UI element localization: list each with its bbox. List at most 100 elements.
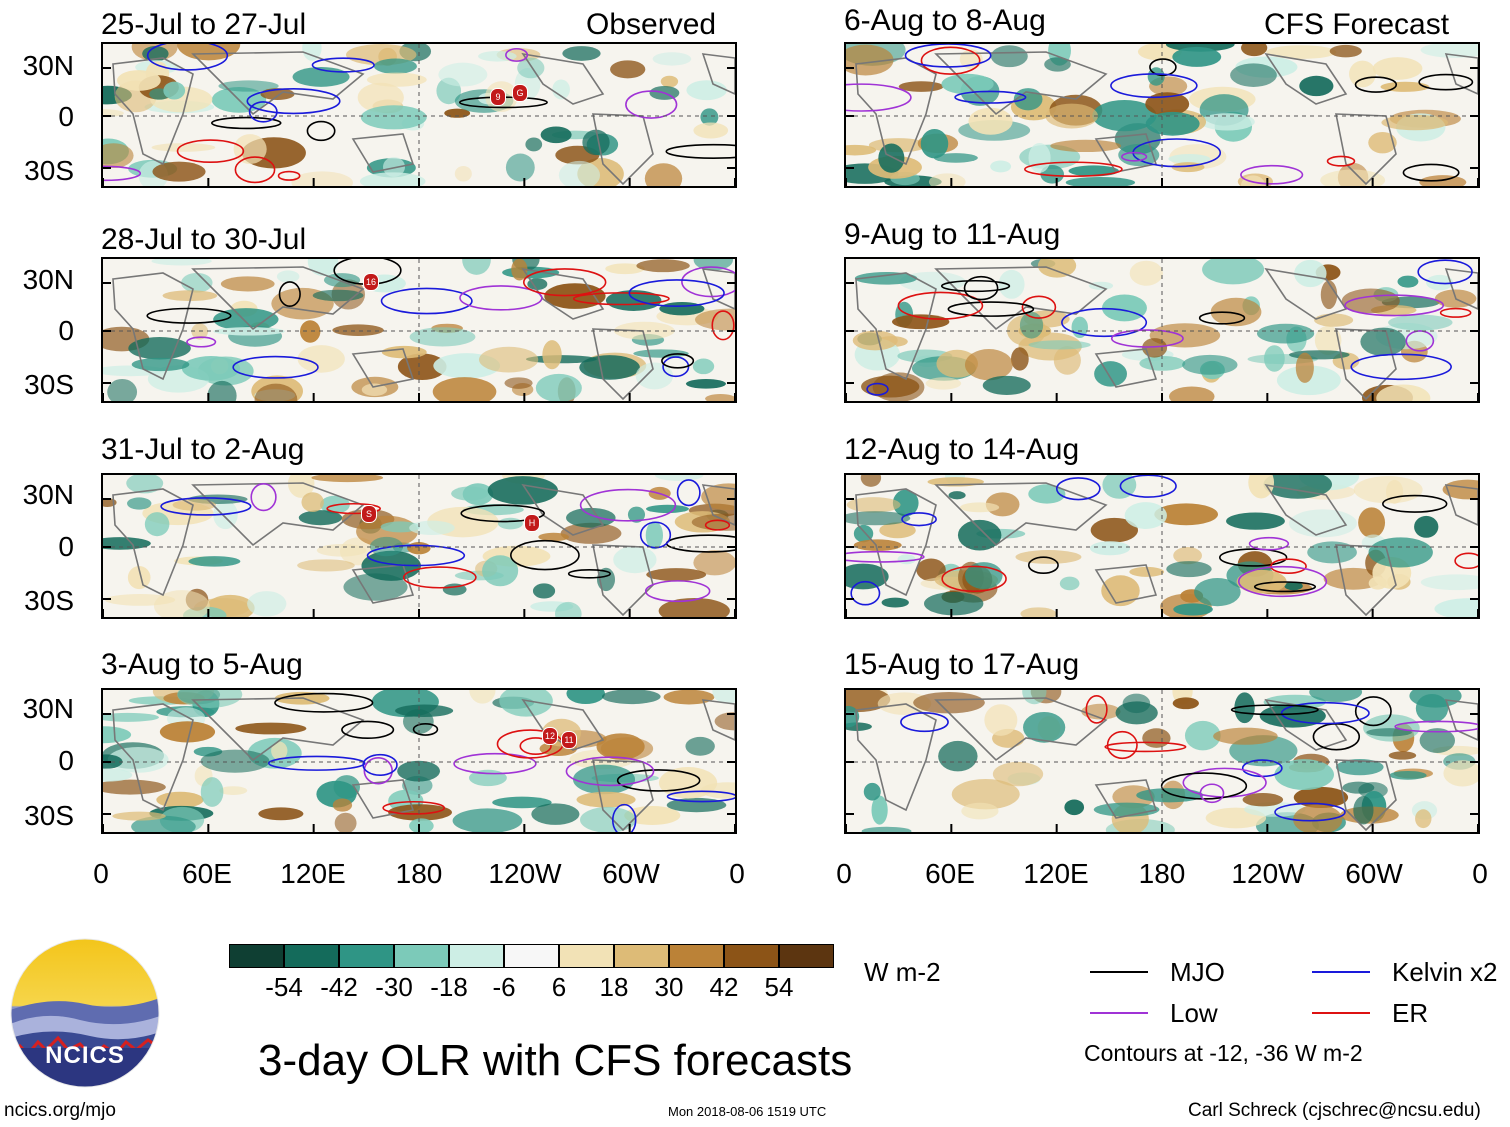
wave-contour <box>850 580 881 606</box>
legend-line-low <box>1090 1012 1148 1014</box>
wave-contour <box>1198 311 1246 325</box>
olr-anomaly-blob <box>860 475 882 487</box>
olr-anomaly-blob <box>525 137 543 152</box>
olr-anomaly-blob <box>504 377 533 389</box>
olr-anomaly-blob <box>103 768 133 782</box>
olr-anomaly-blob <box>482 555 519 587</box>
olr-anomaly-blob <box>913 691 985 714</box>
wave-contour <box>904 44 992 68</box>
olr-anomaly-blob <box>1368 537 1433 568</box>
olr-anomaly-blob <box>705 393 735 401</box>
panel-title-left-2: 28-Jul to 30-Jul <box>101 223 307 256</box>
olr-anomaly-blob <box>878 143 905 173</box>
olr-anomaly-blob <box>438 62 488 87</box>
coastline <box>1264 267 1348 320</box>
coastline <box>521 698 605 751</box>
legend-line-mjo <box>1090 971 1148 973</box>
olr-anomaly-blob <box>920 129 949 159</box>
wave-contour <box>1402 163 1460 182</box>
map-panel-left-2 <box>101 257 737 403</box>
coastline <box>351 348 415 388</box>
olr-anomaly-blob <box>941 73 994 95</box>
olr-anomaly-blob <box>531 803 580 825</box>
olr-anomaly-blob <box>1257 323 1315 344</box>
legend-label-kelvin: Kelvin x2 <box>1392 957 1498 987</box>
olr-anomaly-blob <box>333 775 360 799</box>
olr-map <box>846 475 1478 617</box>
olr-anomaly-blob <box>1081 703 1121 720</box>
olr-anomaly-blob <box>645 521 664 550</box>
olr-anomaly-blob <box>1264 345 1285 372</box>
olr-anomaly-blob <box>846 511 911 526</box>
lat-label-30s: 30S <box>24 800 74 831</box>
olr-anomaly-blob <box>700 108 719 126</box>
olr-anomaly-blob <box>693 122 729 139</box>
colorbar-swatch <box>724 944 779 968</box>
wave-contour <box>211 116 282 130</box>
wave-contour <box>567 568 611 579</box>
olr-anomaly-blob <box>714 712 735 731</box>
olr-anomaly-blob <box>361 383 388 396</box>
ncics-logo: NCICS <box>10 938 160 1088</box>
lat-label-30n: 30N <box>22 693 74 724</box>
olr-anomaly-blob <box>998 269 1025 299</box>
wave-contour <box>267 755 366 771</box>
olr-anomaly-blob <box>1349 60 1376 88</box>
cfs-forecast-label: CFS Forecast <box>1264 8 1450 41</box>
olr-anomaly-blob <box>1320 169 1386 186</box>
olr-anomaly-blob <box>220 276 275 292</box>
olr-anomaly-blob <box>388 804 452 821</box>
footer-credit: Carl Schreck (cjschrec@ncsu.edu) <box>1188 1100 1481 1121</box>
olr-anomaly-blob <box>1226 512 1285 530</box>
olr-anomaly-blob <box>1101 575 1140 607</box>
wave-contour <box>897 291 984 320</box>
wave-contour <box>453 752 537 775</box>
lon-label-0: 0 <box>729 858 745 889</box>
olr-anomaly-blob <box>968 107 1013 135</box>
olr-anomaly-blob <box>654 475 704 481</box>
olr-anomaly-blob <box>1136 788 1204 803</box>
wave-contour <box>628 279 725 308</box>
storm-marker: S <box>361 505 377 523</box>
wave-contour <box>1055 477 1101 501</box>
olr-anomaly-blob <box>343 573 408 601</box>
olr-anomaly-blob <box>103 779 166 795</box>
wave-contour <box>1253 581 1317 593</box>
olr-anomaly-blob <box>892 314 950 330</box>
olr-anomaly-blob <box>605 290 662 311</box>
olr-anomaly-blob <box>1129 260 1163 286</box>
olr-anomaly-blob <box>297 345 345 373</box>
olr-anomaly-blob <box>357 82 404 113</box>
colorbar-swatch <box>449 944 504 968</box>
olr-anomaly-blob <box>610 60 646 79</box>
lon-label-60e: 60E <box>925 858 975 889</box>
olr-anomaly-blob <box>992 761 1044 787</box>
olr-anomaly-blob <box>658 597 730 617</box>
olr-anomaly-blob <box>579 355 640 380</box>
wave-contour <box>1418 73 1474 91</box>
lat-label-eq: 0 <box>58 745 74 776</box>
olr-anomaly-blob <box>1115 701 1158 725</box>
coastline <box>351 133 415 173</box>
olr-anomaly-blob <box>163 81 186 100</box>
wave-contour <box>1237 565 1328 598</box>
storm-marker: H <box>524 514 540 532</box>
lon-label-0: 0 <box>93 858 109 889</box>
panel-title-left-4: 3-Aug to 5-Aug <box>101 648 303 681</box>
olr-anomaly-blob <box>300 320 321 343</box>
olr-anomaly-blob <box>1259 704 1326 728</box>
olr-anomaly-blob <box>1094 361 1127 387</box>
lon-label-60e: 60E <box>182 858 232 889</box>
olr-anomaly-blob <box>311 475 384 483</box>
olr-anomaly-blob <box>652 52 692 66</box>
lat-label-30s: 30S <box>24 155 74 186</box>
legend-label-er: ER <box>1392 998 1429 1028</box>
wave-contour <box>250 482 277 512</box>
olr-anomaly-blob <box>479 346 539 373</box>
olr-anomaly-blob <box>1389 770 1427 780</box>
map-panel-right-3 <box>844 473 1480 619</box>
wave-contour <box>1110 329 1184 348</box>
olr-anomaly-blob <box>1234 692 1255 724</box>
olr-anomaly-blob <box>151 143 216 152</box>
olr-anomaly-blob <box>1241 44 1268 57</box>
